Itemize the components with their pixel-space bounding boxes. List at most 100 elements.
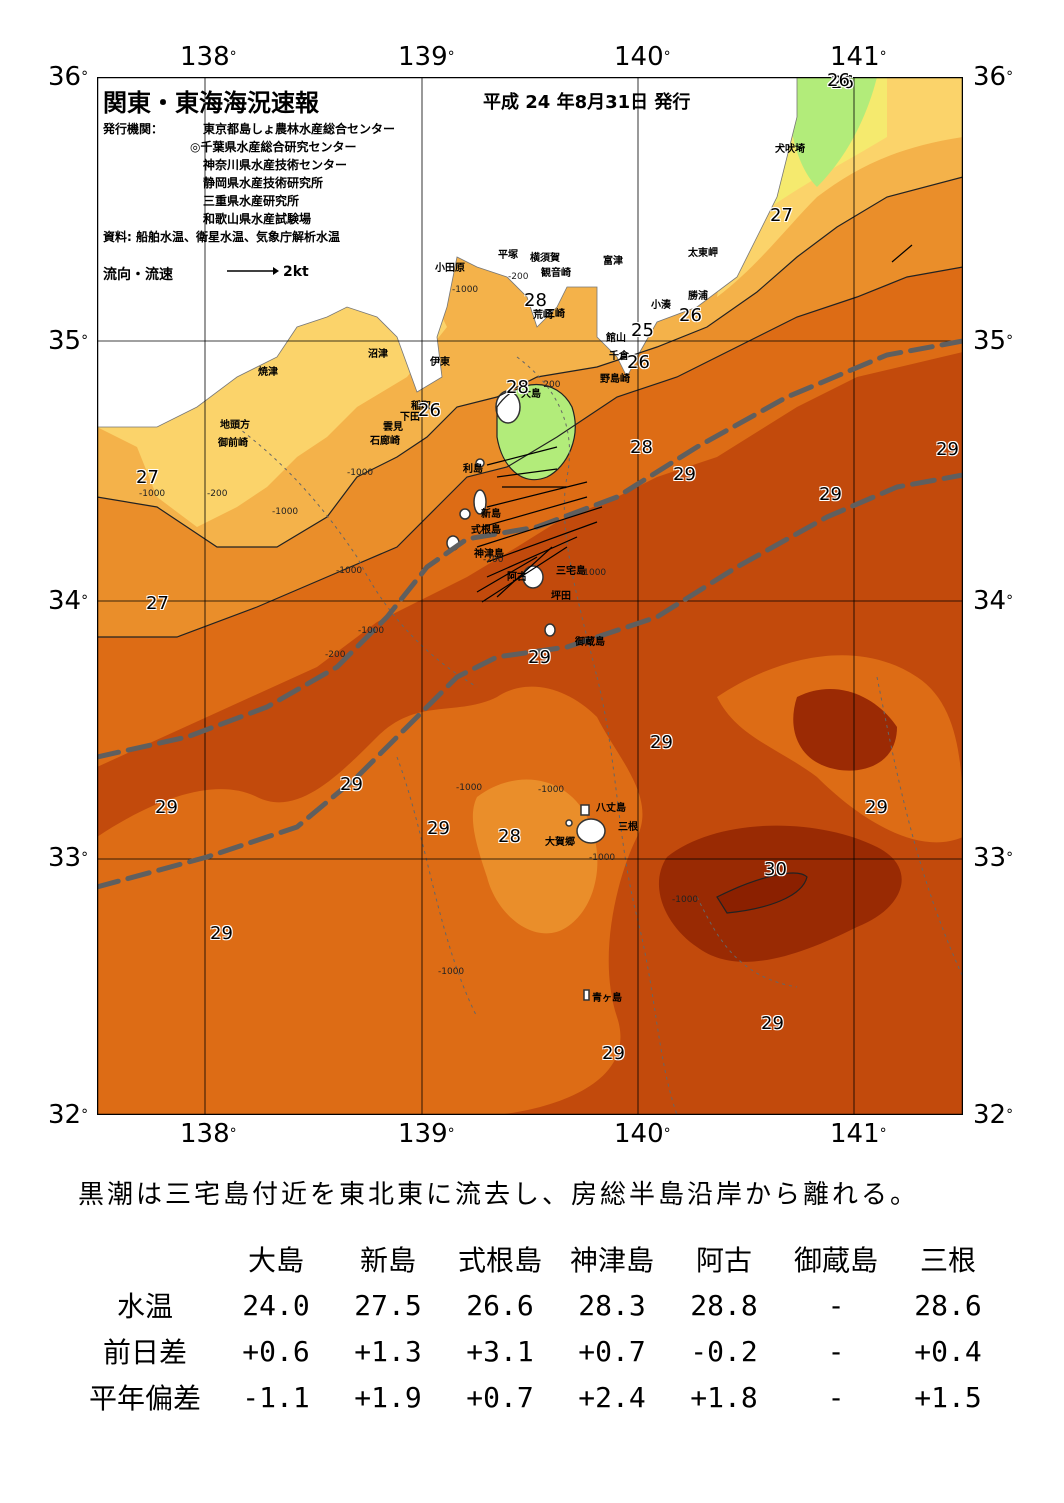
place-label: 石廊崎 bbox=[370, 436, 400, 447]
lat-label-left: 34° bbox=[48, 586, 89, 616]
issuer-label: 発行機関： bbox=[103, 122, 164, 136]
isotherm-label: 26 bbox=[627, 352, 650, 373]
place-label: 野島崎 bbox=[600, 374, 630, 385]
depth-label: -1000 bbox=[272, 507, 299, 517]
data-source: 資料: 船舶水温、衛星水温、気象庁解析水温 bbox=[103, 230, 340, 244]
table-cell: +1.5 bbox=[914, 1380, 982, 1414]
map-title: 関東・東海海況速報 bbox=[103, 89, 319, 117]
place-label: 荒崎 bbox=[533, 310, 553, 321]
place-label: 千倉 bbox=[609, 351, 629, 362]
lat-label-left: 32° bbox=[48, 1100, 89, 1130]
table-cell: 26.6 bbox=[466, 1288, 534, 1322]
isotherm-label: 25 bbox=[631, 320, 654, 341]
place-label: 御前崎 bbox=[218, 438, 248, 449]
graticule bbox=[97, 77, 963, 1115]
place-label: 神津島 bbox=[474, 549, 504, 560]
place-label: 坪田 bbox=[551, 591, 571, 602]
lat-label-right: 33° bbox=[973, 843, 1014, 873]
place-label: 三宅島 bbox=[556, 566, 586, 577]
lon-label-bottom: 139° bbox=[398, 1119, 455, 1149]
table-cell: 28.8 bbox=[690, 1288, 758, 1322]
isotherm-label: 28 bbox=[498, 826, 521, 847]
col-header: 御蔵島 bbox=[793, 1244, 878, 1277]
place-label: 御蔵島 bbox=[575, 637, 605, 648]
isotherm-label: 26 bbox=[418, 400, 441, 421]
lat-label-left: 33° bbox=[48, 843, 89, 873]
depth-label: -200 bbox=[207, 489, 228, 499]
col-header: 三根 bbox=[919, 1244, 976, 1277]
lon-label-bottom: 138° bbox=[180, 1119, 237, 1149]
place-label: 地頭方 bbox=[220, 420, 250, 431]
isotherm-label: 29 bbox=[673, 464, 696, 485]
issuer-item: 東京都島しょ農林水産総合センター bbox=[203, 122, 396, 136]
place-label: 平塚 bbox=[498, 250, 518, 261]
zone-30-east bbox=[793, 688, 897, 771]
kuroshio-north bbox=[97, 338, 963, 760]
lon-label-top: 140° bbox=[614, 42, 671, 72]
table-cell: - bbox=[827, 1334, 845, 1368]
current-vectors bbox=[476, 244, 913, 603]
lat-label-right: 36° bbox=[973, 62, 1014, 92]
zone-28-south bbox=[472, 779, 598, 934]
place-label: 横須賀 bbox=[530, 253, 560, 264]
isotherm-label: 26 bbox=[679, 305, 702, 326]
depth-label: -1000 bbox=[336, 566, 363, 576]
depth-label: -1000 bbox=[452, 285, 479, 295]
place-label: 三根 bbox=[618, 822, 638, 833]
table-cell: - bbox=[827, 1380, 845, 1414]
flow-scale-label: 2kt bbox=[283, 264, 309, 280]
issue-date: 平成 24 年8月31日 発行 bbox=[483, 92, 691, 113]
table-cell: +2.4 bbox=[578, 1380, 646, 1414]
depth-label: -1000 bbox=[347, 468, 374, 478]
place-label: 勝浦 bbox=[688, 291, 708, 302]
place-label: 青ヶ島 bbox=[592, 993, 622, 1004]
isotherm-label: 27 bbox=[136, 467, 159, 488]
table-cell: -0.2 bbox=[690, 1334, 758, 1368]
place-label: 下田 bbox=[400, 412, 420, 423]
depth-label: -200 bbox=[325, 650, 346, 660]
table-cell: +0.7 bbox=[466, 1380, 534, 1414]
issuer-item: 三重県水産研究所 bbox=[203, 194, 300, 208]
zone-25-northeast bbox=[787, 77, 877, 187]
row-header: 平年偏差 bbox=[88, 1382, 201, 1415]
table-cell: 28.3 bbox=[578, 1288, 646, 1322]
isotherm-label: 28 bbox=[524, 290, 547, 311]
isotherm-label: 27 bbox=[770, 205, 793, 226]
place-label: 沼津 bbox=[368, 349, 388, 360]
isotherm-label: 29 bbox=[761, 1013, 784, 1034]
depth-label: -1000 bbox=[672, 895, 699, 905]
table-cell: -1.1 bbox=[242, 1380, 310, 1414]
lat-label-right: 34° bbox=[973, 586, 1014, 616]
table-cell: +0.7 bbox=[578, 1334, 646, 1368]
table-header-row: 大島 新島 式根島 神津島 阿古 御蔵島 三根 bbox=[70, 1236, 1004, 1282]
table-row: 前日差 +0.6 +1.3 +3.1 +0.7 -0.2 - +0.4 bbox=[70, 1328, 1004, 1374]
table-cell: +0.4 bbox=[914, 1334, 982, 1368]
lat-label-right: 32° bbox=[973, 1100, 1014, 1130]
station-table: 大島 新島 式根島 神津島 阿古 御蔵島 三根 水温 24.0 27.5 26.… bbox=[70, 1236, 1004, 1420]
issuer-item: ◎千葉県水産総合研究センター bbox=[190, 140, 357, 154]
table-row: 水温 24.0 27.5 26.6 28.3 28.8 - 28.6 bbox=[70, 1282, 1004, 1328]
isotherm-label: 27 bbox=[146, 593, 169, 614]
kuroshio-paths bbox=[97, 338, 963, 890]
isotherm-label: 29 bbox=[155, 797, 178, 818]
place-label: 観音崎 bbox=[541, 268, 571, 279]
depth-label: -1000 bbox=[456, 783, 483, 793]
place-label: 雲見 bbox=[383, 422, 403, 433]
depth-label: -1000 bbox=[358, 626, 385, 636]
lat-label-left: 35° bbox=[48, 326, 89, 356]
col-header: 新島 bbox=[359, 1244, 416, 1277]
summary-text: 黒潮は三宅島付近を東北東に流去し、房総半島沿岸から離れる。 bbox=[78, 1180, 920, 1210]
place-label: 小湊 bbox=[651, 300, 671, 311]
isotherm-label: 29 bbox=[427, 818, 450, 839]
lat-label-right: 35° bbox=[973, 326, 1014, 356]
depth-label: -1000 bbox=[139, 489, 166, 499]
place-label: 新島 bbox=[481, 509, 501, 520]
col-header: 大島 bbox=[247, 1244, 304, 1277]
isotherm-label: 26 bbox=[831, 72, 854, 93]
flow-scale-arrow bbox=[227, 267, 279, 275]
table-cell: 28.6 bbox=[914, 1288, 982, 1322]
isotherm-label: 29 bbox=[865, 797, 888, 818]
isotherm-lines bbox=[97, 176, 963, 914]
table-cell: 27.5 bbox=[354, 1288, 422, 1322]
place-label: 館山 bbox=[606, 333, 626, 344]
